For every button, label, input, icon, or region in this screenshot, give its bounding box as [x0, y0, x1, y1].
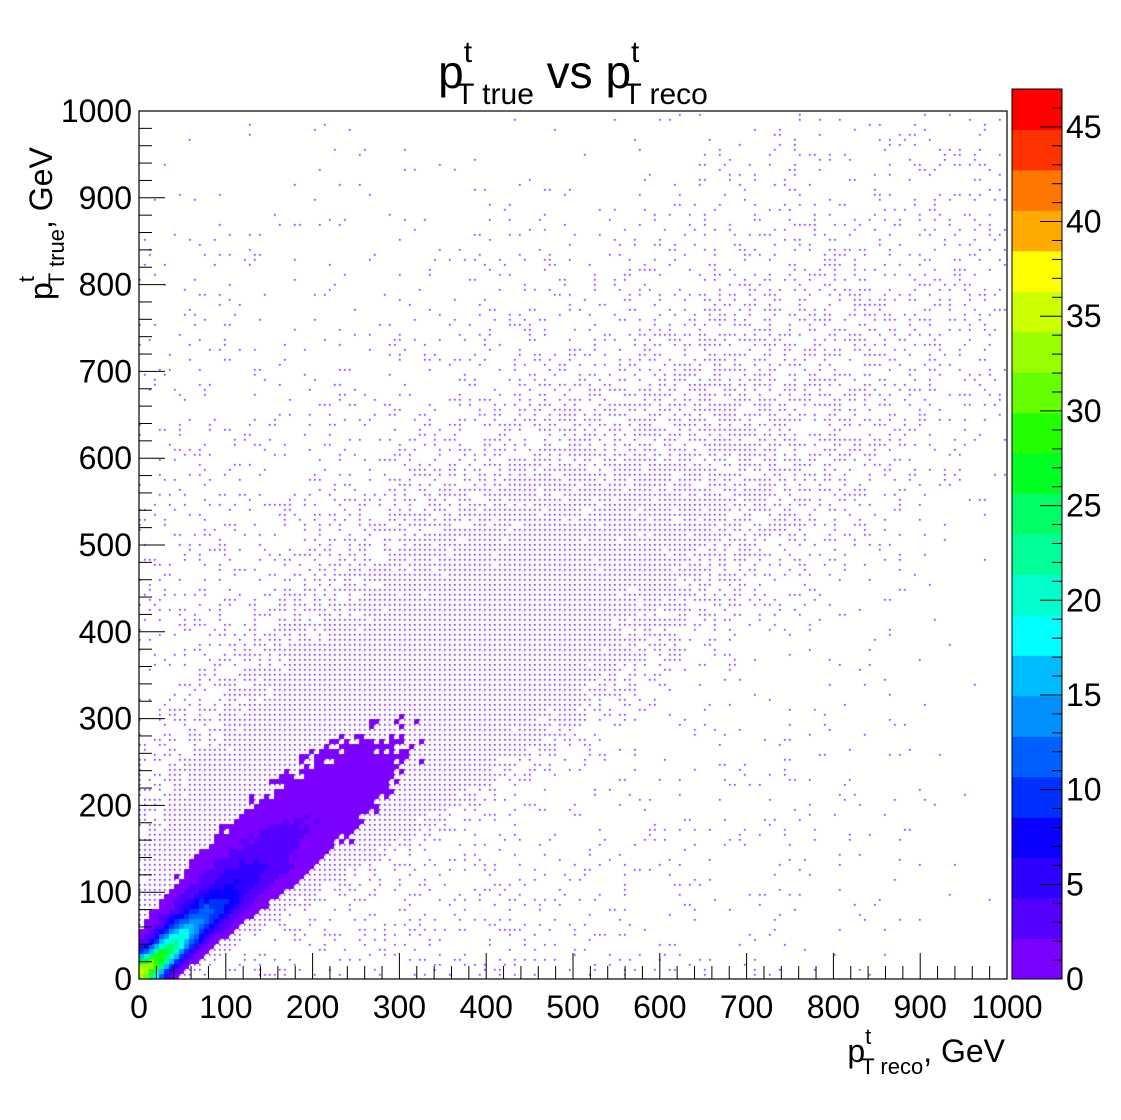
x-tick-label: 900: [894, 989, 947, 1025]
colorbar-tick-label: 15: [1066, 677, 1102, 713]
colorbar-band: [1012, 695, 1062, 737]
x-axis: 0 100 200 300 400 500 600 700 800 900 1000: [130, 953, 1043, 1025]
x-tick-label: 1000: [971, 989, 1042, 1025]
colorbar-band: [1012, 898, 1062, 940]
x-axis-label: pt T reco, GeV: [847, 1024, 1005, 1079]
colorbar-band: [1012, 938, 1062, 980]
x-tick-label: 200: [286, 989, 339, 1025]
colorbar-tick-label: 0: [1066, 961, 1084, 997]
y-tick-label: 900: [79, 180, 132, 216]
x-tick-label: 300: [373, 989, 426, 1025]
colorbar-band: [1012, 493, 1062, 535]
colorbar-band: [1012, 250, 1062, 292]
colorbar-band: [1012, 776, 1062, 818]
colorbar-tick-label: 30: [1066, 393, 1102, 429]
colorbar-band: [1012, 817, 1062, 859]
colorbar-tick-label: 5: [1066, 866, 1084, 902]
y-tick-label: 200: [79, 787, 132, 823]
colorbar-band: [1012, 857, 1062, 899]
y-tick-label: 0: [114, 961, 132, 997]
x-tick-label: 600: [633, 989, 686, 1025]
colorbar-band: [1012, 331, 1062, 373]
colorbar-band: [1012, 169, 1062, 211]
colorbar-tick-label: 25: [1066, 488, 1102, 524]
colorbar-band: [1012, 453, 1062, 495]
y-tick-label: 1000: [61, 93, 132, 129]
y-tick-label: 800: [79, 267, 132, 303]
colorbar-band: [1012, 614, 1062, 656]
colorbar-band: [1012, 534, 1062, 575]
heatmap-canvas: [139, 111, 1007, 979]
colorbar-tick-label: 40: [1066, 204, 1102, 240]
colorbar-axis: 0 5 10 15 20 25 30 35 40 45: [1040, 88, 1102, 997]
colorbar-band: [1012, 89, 1062, 130]
colorbar-band: [1012, 574, 1062, 616]
y-tick-label: 400: [79, 614, 132, 650]
y-tick-label: 300: [79, 701, 132, 737]
x-tick-label: 400: [460, 989, 513, 1025]
y-tick-label: 600: [79, 440, 132, 476]
x-tick-label: 0: [130, 989, 148, 1025]
colorbar-tick-label: 35: [1066, 298, 1102, 334]
chart-title: pt T true vs pt T reco: [438, 36, 708, 111]
colorbar-band: [1012, 210, 1062, 252]
y-axis-label: pt T true, GeV: [14, 147, 69, 300]
y-axis: 0 100 200 300 400 500 600 700 800 900 1000: [61, 93, 165, 997]
colorbar-band: [1012, 412, 1062, 454]
colorbar-tick-label: 10: [1066, 772, 1102, 808]
colorbar-frame: [1011, 88, 1063, 980]
y-tick-label: 500: [79, 527, 132, 563]
colorbar: [1012, 89, 1062, 980]
x-tick-label: 500: [546, 989, 599, 1025]
y-tick-label: 700: [79, 353, 132, 389]
colorbar-band: [1012, 129, 1062, 171]
colorbar-tick-label: 45: [1066, 109, 1102, 145]
x-tick-label: 100: [199, 989, 252, 1025]
colorbar-band: [1012, 372, 1062, 414]
x-tick-label: 700: [720, 989, 773, 1025]
x-tick-label: 800: [807, 989, 860, 1025]
y-tick-label: 100: [79, 874, 132, 910]
colorbar-tick-label: 20: [1066, 582, 1102, 618]
heatmap-area: [139, 111, 1007, 979]
colorbar-band: [1012, 291, 1062, 333]
